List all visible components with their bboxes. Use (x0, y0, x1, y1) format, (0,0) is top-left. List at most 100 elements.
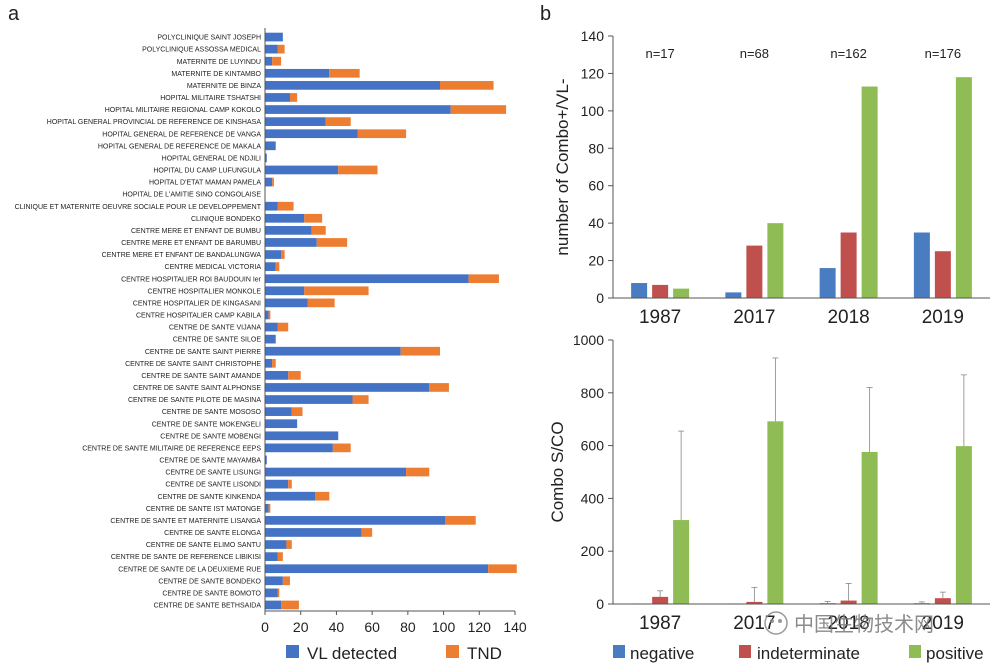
bar-vl-detected (265, 431, 339, 441)
category-label: CENTRE DE SANTE DE REFERENCE LIBIKISI (111, 554, 261, 561)
category-label: MATERNITE DE KINTAMBO (171, 71, 261, 78)
bar-tnd (307, 298, 335, 308)
legend-b: negative indeterminate positive (613, 644, 984, 663)
category-label: CENTRE DE SANTE SAINT AMANDE (141, 373, 261, 380)
x-tick-label: 60 (364, 619, 380, 635)
y-tick-label: 40 (588, 215, 604, 231)
bar-tnd (277, 44, 285, 54)
category-label: HOPITAL MILITAIRE TSHATSHI (160, 95, 261, 102)
y-tick-label: 200 (581, 543, 605, 559)
x-tick-label: 40 (329, 619, 345, 635)
bar-positive (767, 421, 784, 604)
category-label: CENTRE DE SANTE ELIMO SANTU (146, 542, 261, 549)
category-label: CENTRE DE SANTE SILOE (173, 337, 262, 344)
bar-vl-detected (265, 213, 305, 223)
category-label: CENTRE DE SANTE IST MATONGE (146, 506, 261, 513)
legend-swatch-positive (909, 645, 921, 658)
bar-tnd (272, 358, 276, 368)
y-tick-label: 140 (581, 28, 605, 44)
category-label: CENTRE HOSPITALIER CAMP KABILA (136, 313, 261, 320)
x-category-label: 2018 (827, 613, 869, 634)
bar-tnd (400, 346, 440, 356)
category-label: CENTRE DE SANTE MOKENGELI (152, 421, 261, 428)
bar-tnd (268, 503, 271, 513)
bar-vl-detected (265, 105, 451, 114)
bar-vl-detected (265, 93, 290, 102)
bar-indeterminate (934, 598, 951, 604)
bar-tnd (332, 443, 351, 453)
category-label: CENTRE MERE ET ENFANT DE BUMBU (131, 228, 261, 235)
bar-vl-detected (265, 358, 273, 368)
category-label: CENTRE DE SANTE VIJANA (169, 325, 262, 332)
category-label: CLINIQUE ET MATERNITE OEUVRE SOCIALE POU… (15, 204, 262, 211)
bar-tnd (406, 467, 430, 477)
x-category-label: 2017 (733, 307, 775, 328)
bar-vl-detected (265, 81, 440, 90)
n-annotation: n=17 (645, 46, 674, 61)
bar-vl-detected (265, 262, 276, 271)
bar-vl-detected (265, 516, 446, 525)
bar-vl-detected (265, 129, 358, 139)
bar-positive (955, 77, 972, 299)
x-category-label: 1987 (639, 613, 681, 634)
bar-indeterminate (652, 284, 669, 298)
category-label: HOPITAL DE L'AMITIE SINO CONGOLAISE (122, 192, 261, 199)
panel-label-a: a (8, 3, 20, 25)
x-tick-label: 20 (293, 619, 309, 635)
bar-tnd (290, 93, 298, 102)
bar-positive (861, 451, 878, 604)
bar-vl-detected (265, 419, 298, 429)
category-label: CENTRE DE SANTE LISUNGI (165, 470, 261, 477)
bar-vl-detected (265, 334, 276, 344)
x-tick-label: 0 (261, 619, 269, 635)
panel-label-b: b (540, 3, 551, 25)
watermark-logo-icon (764, 611, 788, 635)
bar-vl-detected (265, 238, 317, 247)
y-tick-label: 1000 (573, 332, 604, 348)
bar-indeterminate (840, 600, 857, 604)
bar-vl-detected (265, 588, 278, 598)
x-category-label: 1987 (639, 307, 681, 328)
bar-tnd (277, 201, 294, 211)
bar-vl-detected (265, 165, 339, 175)
bar-vl-detected (265, 540, 287, 549)
bar-tnd (288, 479, 292, 489)
bar-tnd (291, 407, 303, 416)
category-label: CENTRE DE SANTE ET MATERNITE LISANGA (110, 518, 261, 525)
legend-label-indeterminate: indeterminate (757, 644, 860, 663)
bar-tnd (445, 516, 476, 525)
bar-vl-detected (265, 298, 308, 308)
bar-tnd (329, 68, 360, 78)
bar-vl-detected (265, 32, 283, 42)
bar-vl-detected (265, 552, 278, 561)
category-label: CENTRE DE SANTE KINKENDA (158, 494, 262, 501)
legend-a: VL detected TND (286, 644, 502, 663)
category-label: CENTRE DE SANTE ELONGA (164, 530, 261, 537)
bar-positive (673, 288, 690, 298)
legend-label-negative: negative (630, 644, 694, 663)
y-tick-label: 800 (581, 385, 605, 401)
bar-tnd (361, 528, 373, 537)
bar-vl-detected (265, 56, 273, 66)
bar-indeterminate (746, 245, 763, 298)
category-label: HOPITAL GENERAL DE REFERENCE DE MAKALA (98, 143, 261, 150)
y-axis-label: Combo S/CO (548, 421, 567, 522)
y-tick-label: 120 (581, 65, 605, 81)
bar-indeterminate (934, 251, 951, 298)
bar-tnd (272, 177, 274, 187)
category-label: POLYCLINIQUE ASSOSSA MEDICAL (142, 47, 261, 54)
bar-tnd (277, 588, 280, 598)
category-label: HOPITAL MILITAIRE REGIONAL CAMP KOKOLO (105, 107, 262, 114)
x-category-label: 2018 (827, 307, 869, 328)
bar-vl-detected (265, 395, 353, 404)
bar-tnd (275, 262, 280, 271)
bar-tnd (315, 491, 330, 501)
category-label: CENTRE DE SANTE BETHSAIDA (154, 603, 262, 610)
category-label: CENTRE HOSPITALIER MONKOLE (148, 288, 262, 295)
bar-vl-detected (265, 44, 278, 54)
legend-swatch-tnd (446, 645, 459, 658)
bar-vl-detected (265, 141, 276, 151)
category-label: CENTRE DE SANTE LISONDI (165, 482, 261, 489)
category-label: CENTRE DE SANTE PILOTE DE MASINA (128, 397, 261, 404)
bar-negative (913, 232, 930, 298)
